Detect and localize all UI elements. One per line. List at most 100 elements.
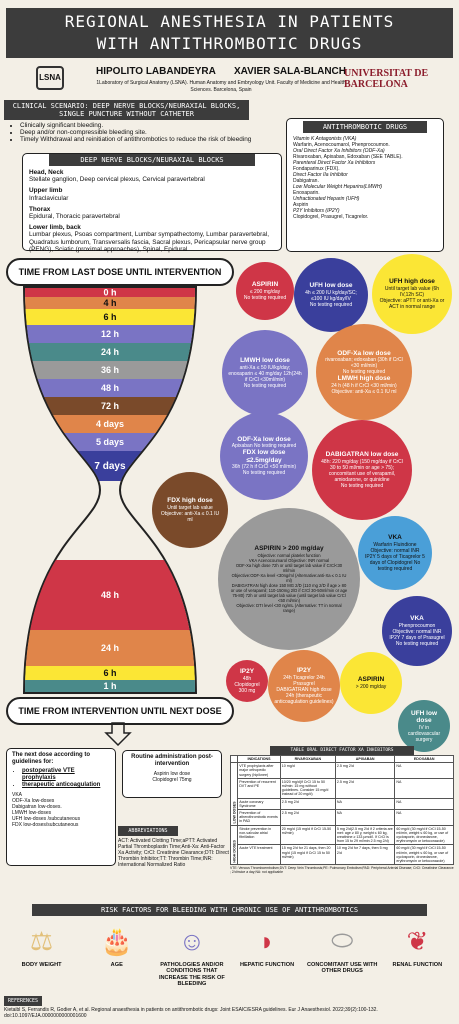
circle-fdx-low: ODF-Xa low dose Apixaban No testing requ… [220,412,308,500]
drug-line: Rivaroxaban, Apixaban, Edoxaban (SEE TAB… [293,154,403,160]
band-label: 6 h [103,668,116,678]
table-row-group: HIGH DOSES [230,825,238,865]
cake-icon: 🎂 [100,925,133,956]
table-header-row: INDICATIONS RIVAROXABAN APIXABAN EDOXABAN [229,754,454,764]
circle-title: VKA [410,615,424,623]
scale-icon: ⚖ [29,925,54,956]
block-group-text: Epidural, Thoracic paravertebral [29,213,120,221]
table-cell: NA [394,777,454,799]
drugs-list: Vitamin K Antagonists (VKA) Warfarin, Ace… [293,136,437,220]
drug-line: P2Y Inhibitors (IP2Y) [293,208,340,214]
table-row: LOW DOSES VTE prophylaxis after major ort… [230,762,454,826]
circle-text: anti-Xa ≤ 50 IU/kg/day; enoxaparin ≤ 40 … [228,364,302,389]
next-dose-bullet: postoperative VTE prophylaxis [22,768,110,782]
block-group-title: Lower limb, back [29,224,81,232]
table-header-cell: RIVAROXABAN [279,754,336,764]
next-dose-item: VKA [12,792,23,798]
university-logo: UNIVERSITAT DE BARCELONA [344,68,444,90]
next-dose-bullet: therapeutic anticoagulation [22,782,110,789]
deep-blocks-heading: DEEP NERVE BLOCKS/NEURAXIAL BLOCKS [49,154,255,166]
next-dose-item: UFH low-doses /subcutaneous [12,816,81,822]
circle-fdx-high: FDX high dose Until target lab value Obje… [152,472,228,548]
band-label: 72 h [101,401,119,411]
drugs-heading: ANTITHROMBOTIC DRUGS [303,121,427,133]
circle-title: DABIGATRAN low dose [325,451,399,459]
band-bottom [25,666,195,680]
block-group-title: Head, Neck [29,169,64,176]
band-top [25,297,195,309]
hourglass-bands: 0 h4 h 6 h 12 h 24 h 36 h 48 h 72 h 4 days 5 day… [25,288,195,692]
table-cell: NA [394,809,454,826]
drug-line: Dabigatran. [293,178,319,184]
risk-item: ⬭ CONCOMITANT USE WITH OTHER DRUGS [306,920,378,988]
next-dose-list: VKA ODF-Xa low-doses Dabigatran low-dose… [12,792,110,828]
risk-item: 🎂 AGE [81,920,153,988]
risk-item: ⚖ BODY WEIGHT [6,920,78,988]
table-cell: 5 mg 2/d(2.5 mg 2/d if 2 criteria are me… [334,824,396,846]
references: REFERENCES Kietaibl S, Ferrandis R, Godi… [4,996,455,1019]
risk-item: ❦ RENAL FUNCTION [381,920,453,988]
circle-title: FDX high dose [167,497,213,505]
circle-text: ≤ 200 mg/day No testing required [243,288,287,301]
circle-title: IP2Y [239,668,255,676]
drug-line: Direct Factor IIa Inhibitor [293,172,348,178]
drug-line: Fondaparinux (FDX). [293,166,340,172]
circle-text: IV in cardiovascular surgery [407,724,441,743]
table-cell: NA [394,762,454,779]
circle-text: 4h ≤ 200 IU kg/day/SC; ≤100 IU kg/day/IV… [305,289,357,308]
table-header-cell: APIXABAN [334,754,396,764]
circle-text: Phenprocoumon Objective: normal INR IP2Y … [389,622,445,647]
risk-label: HEPATIC FUNCTION [239,962,295,968]
abbreviations-heading: ABBREVIATIONS [118,826,178,836]
band-top [25,397,195,415]
scenario-list: Clinically significant bleeding. Deep an… [20,122,274,144]
table-heading: TABLE ORAL DIRECT FACTOR XA INHIBITORS [270,746,414,755]
drug-line: Parenteral Direct Factor Xa Inhibitors [293,160,376,166]
block-group-text: Stellate ganglion, Deep cervical plexus,… [29,176,205,184]
table-cell: 20 mg/d (15 mg/d if CrCl 15-50 ml/min) [279,824,336,846]
circle-title: ODF-Xa low dose [337,349,391,357]
band-bottom [25,630,195,666]
band-top [25,288,195,297]
circle-ufh-low-iv: UFH low dose IV in cardiovascular surger… [398,700,450,752]
table-cell: Stroke prevention in non-valvular atrial… [237,824,281,846]
affiliation: 1Laboratory of Surgical Anatomy (LSNA). … [96,80,346,93]
circle-title: VKA [388,534,402,542]
risk-label: CONCOMITANT USE WITH OTHER DRUGS [306,962,378,975]
risk-item: ☺ PATHOLOGIES AND/OR CONDITIONS THAT INCR… [156,920,228,988]
pills-icon: ⬭ [331,925,354,955]
circle-title: FDX low dose ≤2.5mg/day [242,449,286,464]
routine-heading: Routine administration post-intervention [131,754,213,767]
table-row: Prevention of atherothrombotic events in… [231,809,454,826]
table-cell: 10/20 mg/d(if CrCl 15 to 50 ml/min: 15 m… [279,777,336,799]
author-1: HIPOLITO LABANDEYRA [96,66,216,77]
table: INDICATIONS RIVAROXABAN APIXABAN EDOXABAN LO… [229,754,454,866]
table-cell: 10 mg/d [279,762,336,779]
scenario-item: Clinically significant bleeding. [20,122,274,129]
table-cell: 2.5 mg 2/d [334,762,396,779]
references-heading: REFERENCES [4,996,42,1006]
circle-aspirin-high: ASPIRIN > 200 mg/day [340,652,402,714]
table-row: HIGH DOSES Stroke prevention in non-valvu… [230,824,454,865]
circle-text: Warfarin Fluindione Objective: normal IN… [365,541,425,572]
table-row: Prevention of recurrent DVT and PE 10/20 … [231,777,454,799]
circle-high-dose-group: ASPIRIN > 200 mg/day Objective: normal p… [218,508,360,650]
kidney-icon: ❦ [406,925,429,956]
deep-blocks-box: DEEP NERVE BLOCKS/NEURAXIAL BLOCKS Head,… [22,153,282,253]
table-cell: 10 mg 2/d for 7 days, then 5 mg 2/d [334,844,396,866]
circle-aspirin-low: ASPIRIN ≤ 200 mg/day No testing required [236,262,294,320]
table-cell: VTE prophylaxis after major orthopedic s… [237,762,281,779]
circle-text: 48h: 220 mg/day (150 mg/day if CrCl 30 t… [321,458,403,489]
band-top [25,325,195,343]
circle-text: Apixaban No testing required [231,443,297,450]
risk-row: ⚖ BODY WEIGHT 🎂 AGE ☺ PATHOLOGIES AND/OR COND… [4,920,455,988]
band-label: 48 h [101,383,119,393]
liver-icon: ◗ [259,925,275,956]
table-cell: 2.5 mg 2/d [279,809,336,826]
circle-ufh-high: UFH high dose Until target lab value (6h… [372,254,452,334]
band-label: 1 h [103,681,116,691]
block-group-title: Thorax [29,205,51,213]
circle-dabigatran-low: DABIGATRAN low dose 48h: 220 mg/day (150… [312,420,412,520]
circle-title: ASPIRIN [251,281,279,289]
band-label: 6 h [103,312,116,322]
